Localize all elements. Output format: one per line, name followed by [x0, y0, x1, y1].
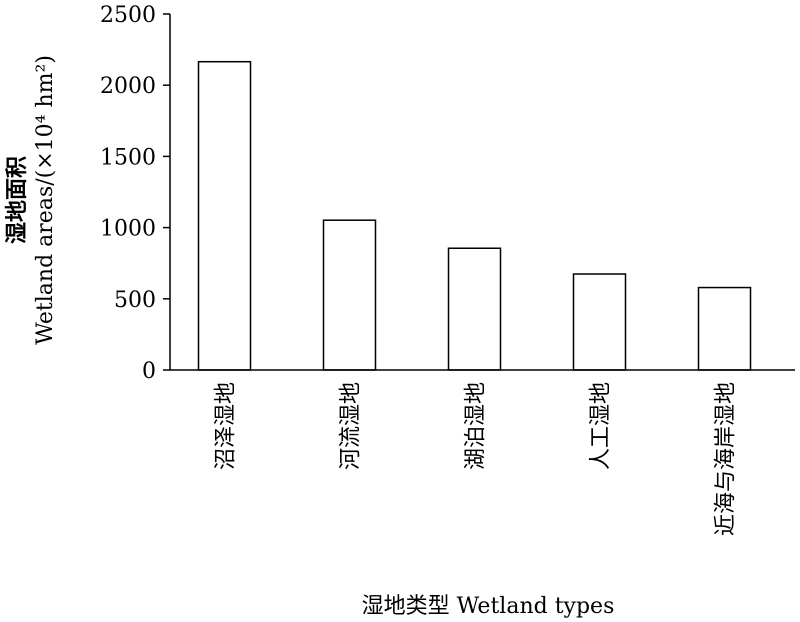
category-label-4: 近海与海岸湿地 [714, 382, 739, 536]
x-axis-title: 湿地类型 Wetland types [362, 594, 615, 619]
y-tick-label-2: 1000 [100, 217, 156, 242]
y-tick-label-0: 0 [142, 359, 156, 384]
category-label-1: 河流湿地 [339, 382, 364, 470]
bar-1 [322, 219, 377, 371]
y-tick-label-4: 2000 [100, 74, 156, 99]
bars [197, 60, 752, 371]
category-labels: 沼泽湿地 河流湿地 湖泊湿地 人工湿地 近海与海岸湿地 [214, 382, 739, 536]
y-axis-ticks: 0 500 1000 1500 2000 2500 [100, 3, 170, 384]
bar-2 [447, 247, 502, 371]
bar-0 [197, 60, 252, 371]
y-tick-label-1: 500 [114, 288, 156, 313]
y-tick-label-5: 2500 [100, 3, 156, 28]
y-axis-title-cn: 湿地面积 [5, 156, 30, 244]
category-label-2: 湖泊湿地 [464, 382, 489, 470]
bar-4 [697, 286, 752, 371]
category-label-0: 沼泽湿地 [214, 382, 239, 470]
y-tick-label-3: 1500 [100, 145, 156, 170]
category-label-3: 人工湿地 [589, 382, 614, 470]
bar-3 [572, 273, 627, 371]
y-axis-title-en: Wetland areas/(×10⁴ hm²) [33, 55, 58, 345]
